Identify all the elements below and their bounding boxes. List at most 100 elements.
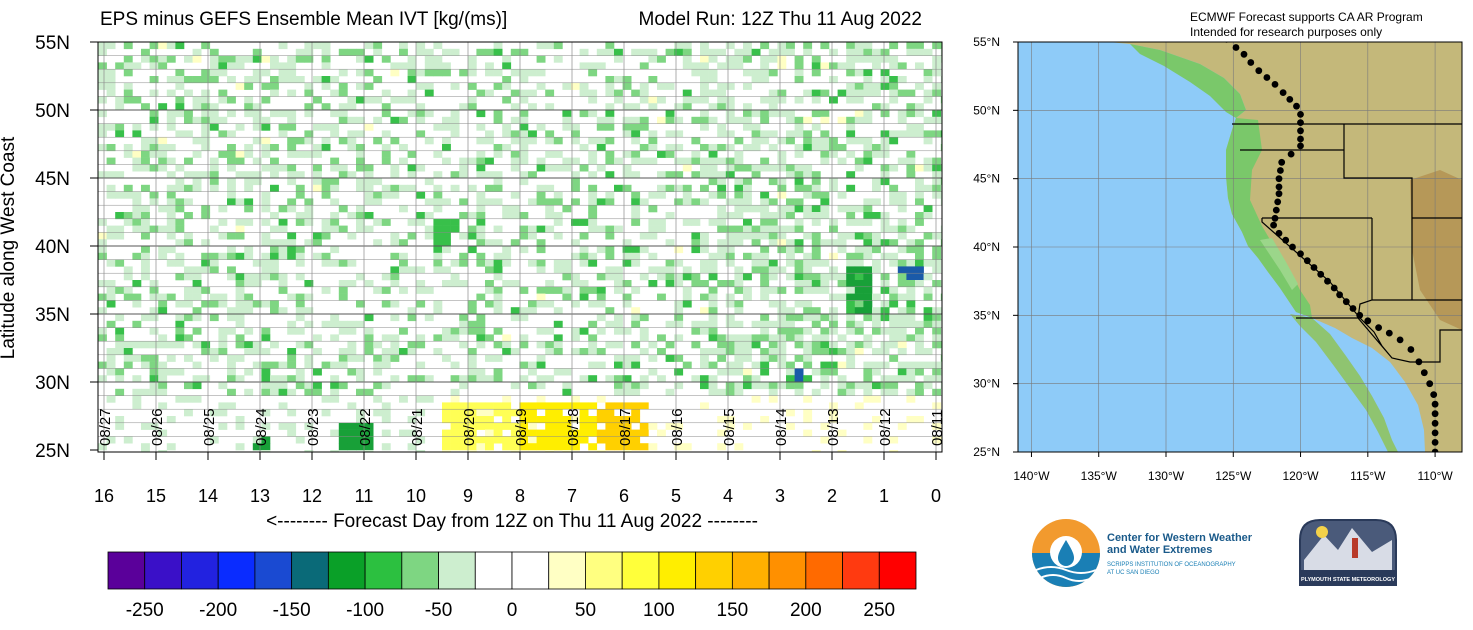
ivt-cell	[519, 314, 529, 322]
ivt-cell	[794, 266, 804, 274]
ivt-cell	[467, 409, 477, 417]
ivt-cell	[674, 300, 684, 308]
ivt-cell	[502, 348, 512, 356]
ivt-cell	[166, 246, 176, 254]
ivt-cell	[476, 212, 486, 220]
central-valley	[1260, 238, 1298, 290]
ivt-cell	[605, 320, 615, 328]
ivt-cell	[270, 266, 279, 274]
ivt-cell	[218, 334, 228, 342]
ivt-cell	[287, 164, 297, 172]
ivt-cell	[356, 69, 365, 77]
ivt-cell	[149, 137, 159, 145]
ivt-cell	[846, 150, 856, 158]
ivt-cell	[811, 259, 821, 267]
ivt-cell	[261, 232, 271, 240]
ivt-cell	[579, 164, 589, 172]
ivt-cell	[235, 171, 245, 179]
ivt-cell	[149, 89, 159, 97]
ivt-cell	[502, 409, 512, 417]
ivt-cell	[777, 354, 787, 362]
ivt-cell	[528, 368, 537, 376]
ivt-cell	[244, 280, 254, 288]
ivt-cell	[98, 252, 107, 260]
ivt-cell	[373, 178, 383, 186]
ivt-cell	[106, 320, 116, 328]
ivt-cell	[407, 171, 417, 179]
ivt-cell	[330, 382, 340, 390]
ivt-cell	[923, 286, 933, 294]
ivt-cell	[356, 388, 365, 396]
ivt-cell	[442, 157, 451, 165]
ivt-cell	[227, 178, 236, 186]
ivt-cell	[227, 314, 236, 322]
ivt-cell	[390, 96, 400, 104]
ivt-cell	[596, 123, 606, 131]
ivt-cell	[536, 157, 546, 165]
ivt-cell	[528, 422, 537, 430]
ivt-cell	[579, 62, 589, 70]
transect-point	[1303, 257, 1311, 265]
ivt-cell	[588, 422, 598, 430]
ivt-cell	[442, 416, 451, 424]
ivt-cell	[510, 164, 520, 172]
ivt-cell	[631, 130, 641, 138]
ivt-cell	[364, 82, 374, 90]
ivt-cell	[510, 157, 520, 165]
ivt-cell	[579, 409, 589, 417]
ivt-cell	[562, 110, 572, 118]
ivt-cell	[192, 150, 202, 158]
ivt-cell	[510, 429, 520, 437]
ivt-cell	[915, 341, 924, 349]
ivt-cell	[648, 191, 658, 199]
ivt-cell	[665, 320, 675, 328]
ivt-cell	[235, 198, 245, 206]
ivt-cell	[691, 62, 701, 70]
ivt-cell	[304, 55, 314, 63]
ivt-cell	[227, 55, 236, 63]
ivt-cell	[536, 354, 546, 362]
ivt-cell	[476, 232, 486, 240]
ivt-cell	[347, 130, 357, 138]
ivt-cell	[313, 368, 322, 376]
ivt-cell	[519, 150, 529, 158]
ivt-cell	[811, 69, 821, 77]
ivt-cell	[760, 354, 770, 362]
ivt-cell	[794, 354, 804, 362]
ivt-cell	[166, 205, 176, 213]
day-tick-label: 7	[567, 486, 577, 506]
ivt-cell	[424, 395, 434, 403]
ivt-cell	[149, 198, 159, 206]
ivt-cell	[897, 307, 907, 315]
ivt-cell	[846, 48, 856, 56]
ivt-cell	[880, 307, 890, 315]
ivt-cell	[149, 327, 159, 335]
ivt-cell	[321, 286, 331, 294]
ivt-cell	[734, 266, 744, 274]
ivt-cell	[717, 348, 727, 356]
ivt-cell	[485, 422, 494, 430]
ivt-cell	[407, 69, 417, 77]
ivt-cell	[725, 116, 735, 124]
ivt-cell	[201, 123, 211, 131]
ivt-cell	[915, 48, 924, 56]
ivt-cell	[459, 429, 469, 437]
ivt-cell	[356, 205, 365, 213]
ivt-cell	[829, 320, 838, 328]
ivt-cell	[519, 341, 529, 349]
date-label: 08/13	[825, 408, 842, 446]
ivt-cell	[545, 422, 555, 430]
ivt-cell	[493, 225, 503, 233]
ivt-cell	[364, 443, 374, 451]
ivt-cell	[184, 293, 193, 301]
ivt-cell	[794, 246, 804, 254]
colorbar-swatch	[401, 551, 439, 590]
ivt-cell	[708, 144, 718, 152]
ivt-cell	[889, 382, 899, 390]
ivt-cell	[940, 103, 942, 111]
ivt-cell	[519, 409, 529, 417]
ivt-cell	[467, 307, 477, 315]
ivt-cell	[605, 116, 615, 124]
ivt-cell	[571, 178, 580, 186]
ivt-cell	[760, 232, 770, 240]
